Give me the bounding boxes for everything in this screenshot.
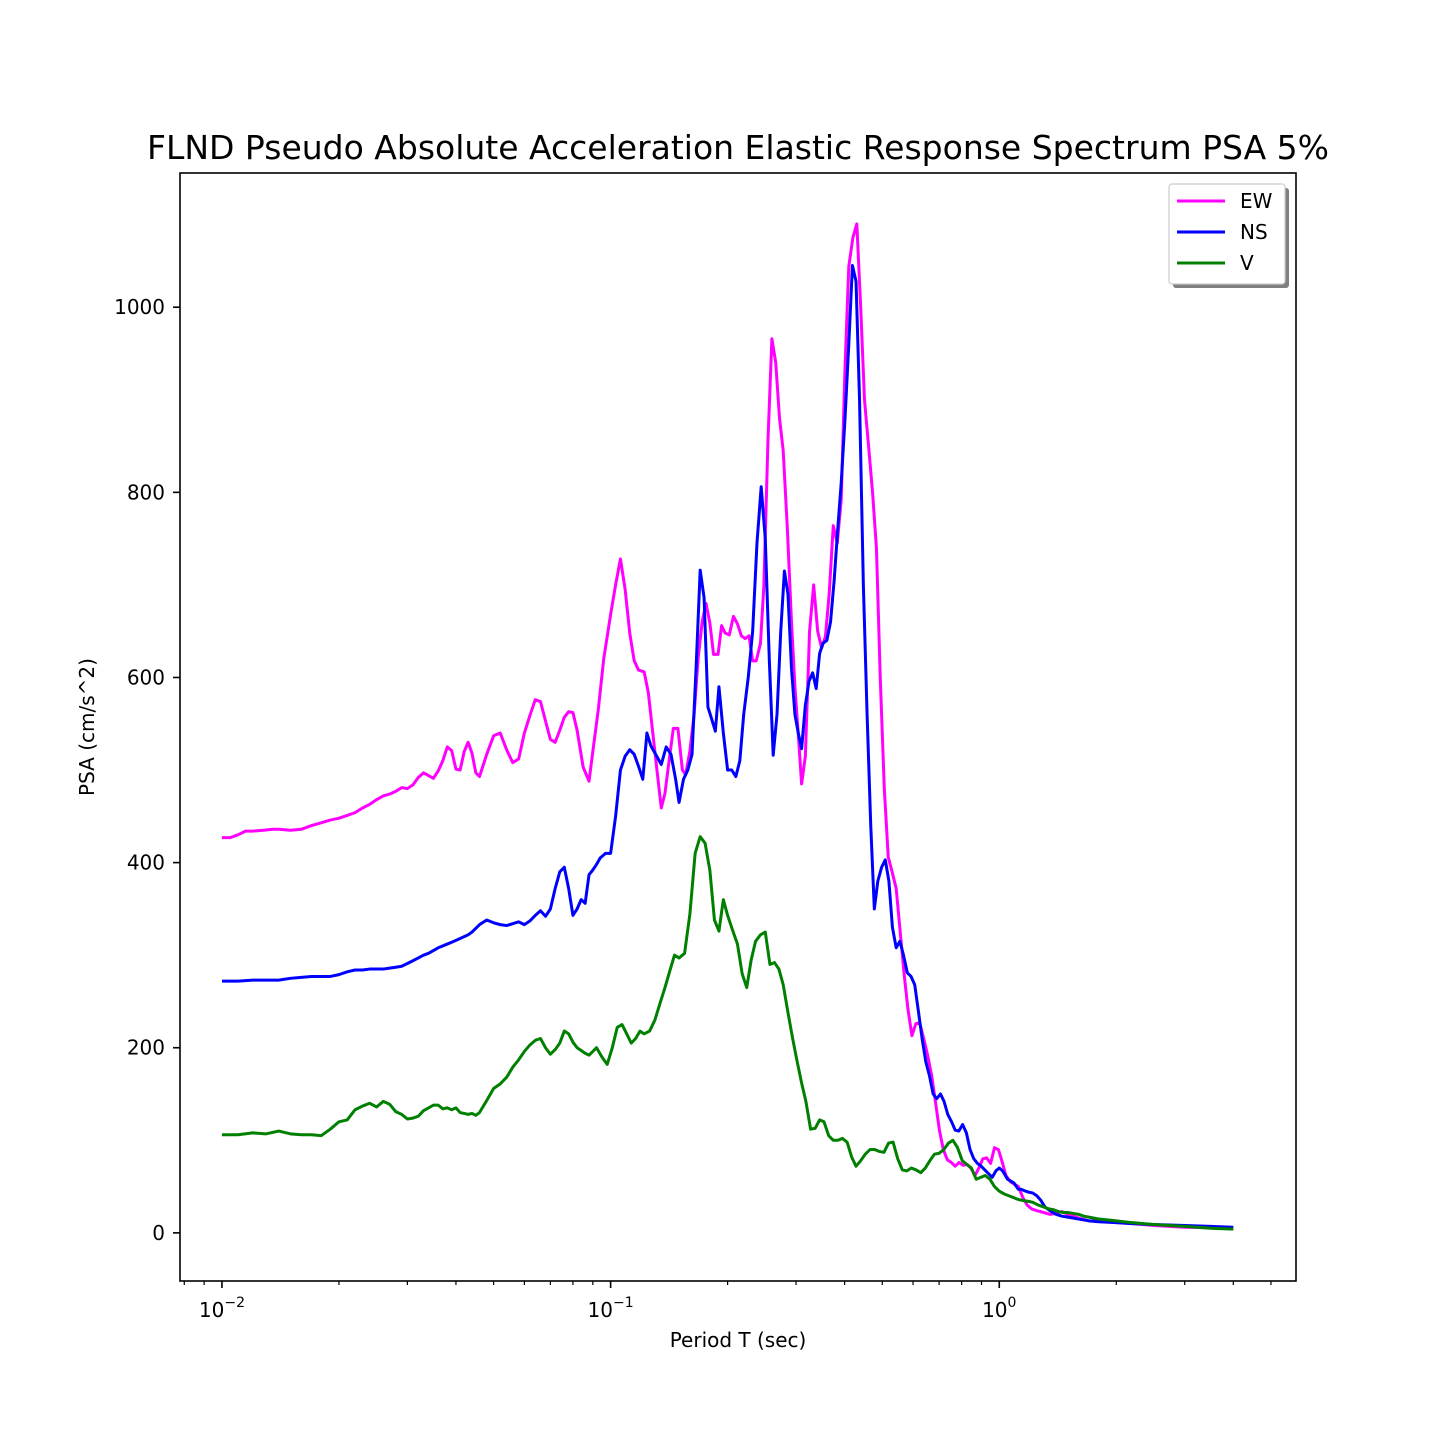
x-axis-label: Period T (sec) <box>670 1328 807 1352</box>
y-tick-label: 400 <box>127 851 165 875</box>
y-axis: 0 200 400 600 800 1000 <box>114 295 180 1245</box>
series-line-ns <box>221 264 1234 1229</box>
legend-label-v: V <box>1240 251 1254 275</box>
y-axis-label: PSA (cm/s^2) <box>75 658 99 796</box>
plot-area <box>221 222 1234 1231</box>
legend: EW NS V <box>1168 183 1289 288</box>
y-tick-label: 200 <box>127 1036 165 1060</box>
legend-label-ew: EW <box>1240 189 1273 213</box>
y-tick-label: 0 <box>152 1221 165 1245</box>
y-tick-label: 1000 <box>114 295 165 319</box>
legend-box <box>1168 183 1286 285</box>
y-tick-label: 800 <box>127 480 165 504</box>
axes-frame <box>179 172 1297 1282</box>
series-line-v <box>221 835 1234 1231</box>
legend-label-ns: NS <box>1240 220 1268 244</box>
y-tick-label: 600 <box>127 665 165 689</box>
chart-title: FLND Pseudo Absolute Acceleration Elasti… <box>147 128 1329 167</box>
